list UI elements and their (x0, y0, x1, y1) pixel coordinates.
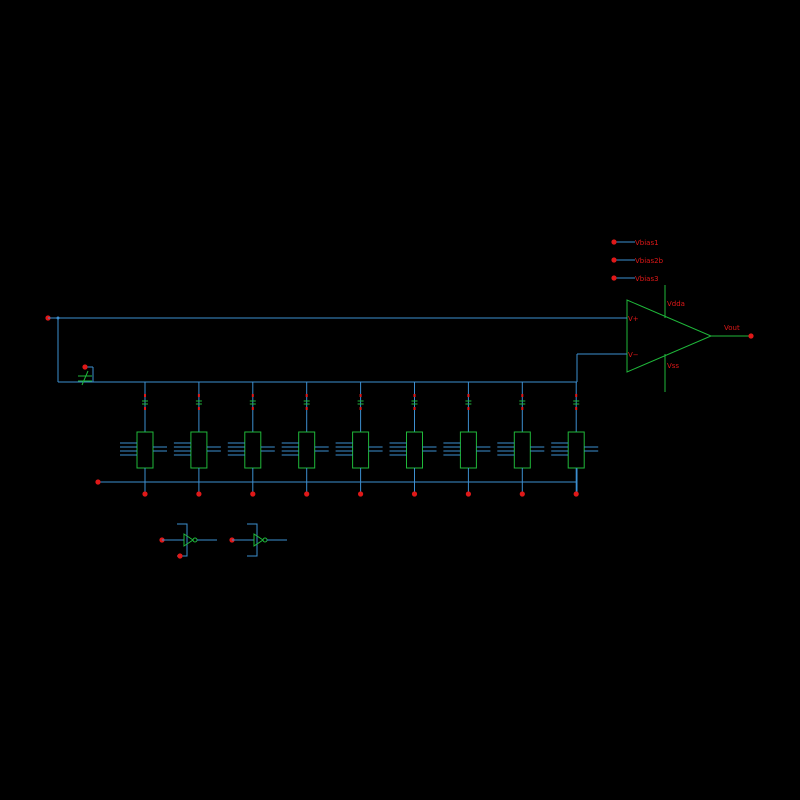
vbias3-label: Vbias3 (635, 275, 659, 283)
inverter-1[interactable] (159, 523, 217, 559)
bottom-rail-pin[interactable] (95, 479, 101, 485)
main-wiring (45, 315, 627, 492)
cell-2[interactable] (173, 382, 221, 497)
vbias2b-pin[interactable] (611, 257, 617, 263)
reset-switch[interactable] (78, 364, 94, 386)
switch-block (406, 431, 423, 469)
cell-7[interactable] (443, 382, 491, 497)
cell-bottom-pin[interactable] (519, 491, 525, 497)
switch-block (244, 431, 262, 469)
switch-block (567, 431, 585, 469)
cell-bottom-pin[interactable] (196, 491, 202, 497)
vss-label: Vss (667, 362, 679, 370)
reset-pin[interactable] (82, 364, 88, 370)
inverter-2[interactable] (229, 523, 287, 557)
cell-bottom-pin[interactable] (465, 491, 471, 497)
cell-bottom-pin[interactable] (250, 491, 256, 497)
vbias2b-label: Vbias2b (635, 257, 664, 265)
inverter-group (159, 523, 287, 559)
switch-block (298, 431, 316, 469)
vdda-label: Vdda (667, 300, 685, 308)
cell-5[interactable] (335, 382, 383, 497)
switch-arm (81, 370, 89, 386)
vplus-label: V+ (628, 315, 639, 323)
switch-block (352, 431, 370, 469)
vbias1-label: Vbias1 (635, 239, 659, 247)
op-amp-body (626, 299, 713, 373)
vout-pin[interactable] (748, 333, 754, 339)
vbias3-pin[interactable] (611, 275, 617, 281)
inverter-triangle (253, 533, 264, 547)
vout-label: Vout (724, 324, 740, 332)
switch-block (459, 431, 477, 469)
cell-array (120, 382, 599, 497)
cell-8[interactable] (497, 382, 545, 497)
op-amp[interactable]: V+ V− Vdda Vss Vout (626, 285, 754, 392)
cell-bottom-pin[interactable] (358, 491, 364, 497)
switch-block (190, 431, 208, 469)
inverter-supply-bracket (247, 523, 258, 557)
vbias1-pin[interactable] (611, 239, 617, 245)
cell-9[interactable] (551, 382, 599, 497)
inverter-triangle (183, 533, 194, 547)
bias-pins: Vbias1 Vbias2b Vbias3 (611, 239, 664, 283)
cell-bottom-pin[interactable] (142, 491, 148, 497)
cell-bottom-pin[interactable] (411, 491, 418, 497)
vminus-label: V− (628, 351, 639, 359)
cell-3[interactable] (227, 382, 275, 497)
cell-1[interactable] (120, 382, 167, 497)
cell-bottom-pin[interactable] (304, 491, 310, 497)
cell-bottom-pin[interactable] (573, 491, 579, 497)
cell-4[interactable] (281, 382, 329, 497)
switch-block (136, 431, 154, 469)
inverter-supply-pin[interactable] (177, 553, 183, 559)
switch-block (513, 431, 531, 469)
cell-6[interactable] (389, 382, 437, 497)
